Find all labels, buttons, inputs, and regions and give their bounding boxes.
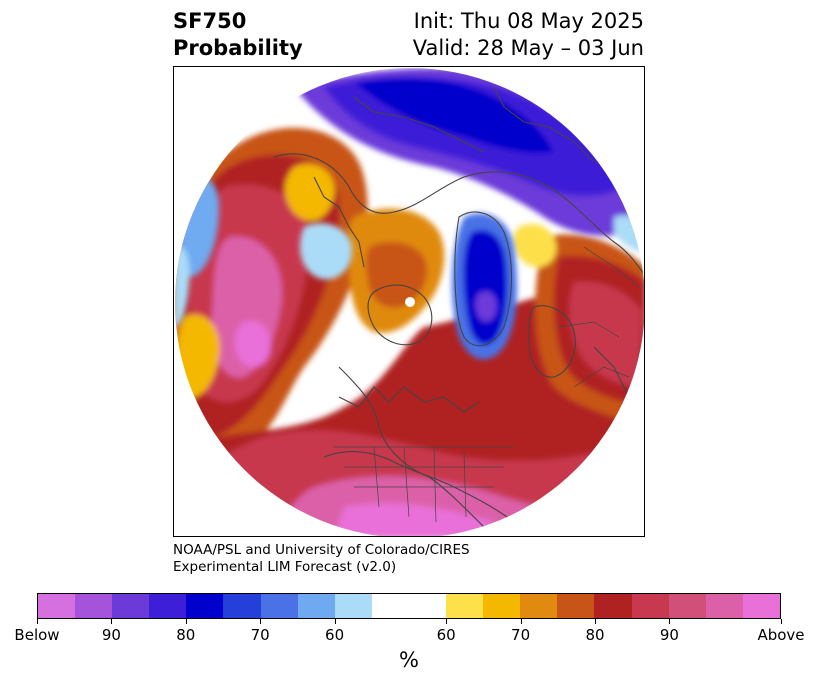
title-block: SF750 Probability — [173, 8, 303, 62]
colorbar-tick-label: 70 — [511, 626, 531, 644]
credit-line-2: Experimental LIM Forecast (v2.0) — [173, 559, 397, 575]
colorbar-tick — [185, 619, 187, 624]
colorbar — [37, 593, 781, 619]
colorbar-segment — [149, 594, 187, 618]
coastlines — [273, 86, 644, 528]
colorbar-tick-label: 60 — [436, 626, 456, 644]
colorbar-segment — [408, 594, 447, 618]
init-date: Init: Thu 08 May 2025 — [413, 9, 644, 33]
colorbar-unit: % — [399, 648, 419, 672]
colorbar-segment — [371, 594, 409, 618]
colorbar-segment — [38, 594, 76, 618]
colorbar-segment — [112, 594, 150, 618]
colorbar-segment — [260, 594, 298, 618]
colorbar-tick-label: 70 — [250, 626, 270, 644]
political-borders — [334, 246, 640, 523]
colorbar-tick — [260, 619, 262, 624]
credit-block: NOAA/PSL and University of Colorado/CIRE… — [173, 542, 470, 576]
probability-map — [175, 68, 644, 536]
colorbar-segment — [594, 594, 632, 618]
colorbar-segment — [557, 594, 595, 618]
colorbar-tick-label: Below — [14, 626, 60, 644]
credit-line-1: NOAA/PSL and University of Colorado/CIRE… — [173, 542, 470, 558]
colorbar-segment — [186, 594, 224, 618]
colorbar-tick-label: 60 — [325, 626, 345, 644]
colorbar-tick — [446, 619, 448, 624]
colorbar-segment — [742, 594, 780, 618]
date-block: Init: Thu 08 May 2025 Valid: 28 May – 03… — [413, 8, 644, 62]
colorbar-tick — [334, 619, 336, 624]
colorbar-tick-label: 80 — [585, 626, 605, 644]
colorbar-tick-label: Above — [757, 626, 805, 644]
colorbar-tick — [669, 619, 671, 624]
colorbar-segment — [75, 594, 113, 618]
colorbar-segment — [631, 594, 669, 618]
colorbar-tick-label: 80 — [176, 626, 196, 644]
colorbar-segment — [520, 594, 558, 618]
product-title: Probability — [173, 36, 303, 60]
colorbar-tick — [595, 619, 596, 624]
colorbar-segment — [705, 594, 743, 618]
variable-title: SF750 — [173, 9, 247, 33]
colorbar-tick — [781, 619, 782, 624]
colorbar-segment — [446, 594, 484, 618]
valid-date: Valid: 28 May – 03 Jun — [412, 36, 644, 60]
north-pole-marker — [405, 297, 415, 307]
colorbar-segment — [297, 594, 335, 618]
colorbar-tick-label: 90 — [101, 626, 121, 644]
colorbar-segment — [223, 594, 261, 618]
colorbar-tick — [37, 619, 38, 624]
colorbar-segment — [483, 594, 521, 618]
colorbar-tick — [111, 619, 113, 624]
colorbar-tick — [520, 619, 522, 624]
colorbar-segment — [334, 594, 372, 618]
map-panel — [173, 66, 645, 537]
colorbar-tick-label: 90 — [659, 626, 679, 644]
colorbar-segment — [668, 594, 706, 618]
